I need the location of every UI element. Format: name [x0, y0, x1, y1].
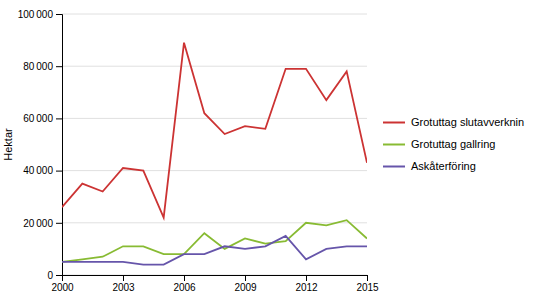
- x-tick: 2006: [173, 275, 196, 293]
- y-tick: 40 000: [23, 165, 62, 176]
- y-tick-label: 0: [47, 270, 53, 281]
- chart-container: 2000 2003 2006 2009 2012 2015 0 20 000 40 000 60 …: [0, 0, 557, 303]
- grid-line: [62, 66, 367, 67]
- x-tick-mark: [123, 275, 124, 281]
- y-tick-mark: [56, 66, 62, 67]
- y-tick-mark: [56, 14, 62, 15]
- y-tick-mark: [56, 223, 62, 224]
- grid-line: [62, 222, 367, 223]
- legend-label: Grotuttag slutavverknin: [411, 116, 524, 128]
- grid-line: [62, 170, 367, 171]
- x-tick-mark: [245, 275, 246, 281]
- y-tick-mark: [56, 171, 62, 172]
- grid: [62, 14, 367, 275]
- y-tick: 20 000: [23, 218, 62, 229]
- x-tick-label: 2009: [234, 282, 257, 293]
- x-tick-mark: [184, 275, 185, 281]
- y-tick-label: 40 000: [23, 165, 53, 176]
- series-line: [62, 236, 367, 265]
- y-tick-mark: [56, 118, 62, 119]
- y-tick: 100 000: [18, 9, 62, 20]
- x-tick: 2003: [112, 275, 135, 293]
- legend-swatch: [383, 166, 405, 168]
- chart-svg: 2000 2003 2006 2009 2012 2015 0 20 000 40 000 60 …: [0, 0, 557, 303]
- x-tick-mark: [367, 275, 368, 281]
- legend: Grotuttag slutavverknin Grotuttag gallrin…: [383, 116, 524, 172]
- grid-line: [62, 118, 367, 119]
- x-axis: 2000 2003 2006 2009 2012 2015: [51, 275, 379, 293]
- y-tick-label: 20 000: [23, 218, 53, 229]
- legend-label: Askåterföring: [411, 160, 476, 172]
- legend-label: Grotuttag gallring: [411, 138, 495, 150]
- x-tick-label: 2006: [173, 282, 196, 293]
- x-tick-mark: [306, 275, 307, 281]
- y-tick-mark: [56, 275, 62, 276]
- lines: [62, 43, 367, 265]
- legend-swatch: [383, 122, 405, 124]
- x-tick-label: 2000: [51, 282, 74, 293]
- x-tick: 2000: [51, 275, 74, 293]
- y-axis-line: [56, 15, 63, 276]
- y-axis: 0 20 000 40 000 60 000 80 000 100 000: [18, 9, 63, 281]
- plot-area: 2000 2003 2006 2009 2012 2015 0 20 000 40 000 60 …: [2, 9, 379, 293]
- y-tick: 80 000: [23, 61, 62, 72]
- y-tick-label: 100 000: [18, 9, 54, 20]
- x-tick: 2009: [234, 275, 257, 293]
- x-tick-label: 2012: [295, 282, 318, 293]
- x-tick: 2015: [356, 275, 379, 293]
- legend-swatch: [383, 144, 405, 146]
- grid-line: [62, 14, 367, 15]
- x-tick: 2012: [295, 275, 318, 293]
- series-line: [62, 43, 367, 218]
- y-tick-label: 60 000: [23, 113, 53, 124]
- x-axis-line: [63, 276, 368, 282]
- y-axis-title: Hektar: [2, 128, 14, 161]
- x-tick-label: 2015: [356, 282, 379, 293]
- y-tick: 0: [47, 270, 62, 281]
- x-tick-label: 2003: [112, 282, 135, 293]
- series-line: [62, 220, 367, 262]
- y-tick-label: 80 000: [23, 61, 53, 72]
- y-tick: 60 000: [23, 113, 62, 124]
